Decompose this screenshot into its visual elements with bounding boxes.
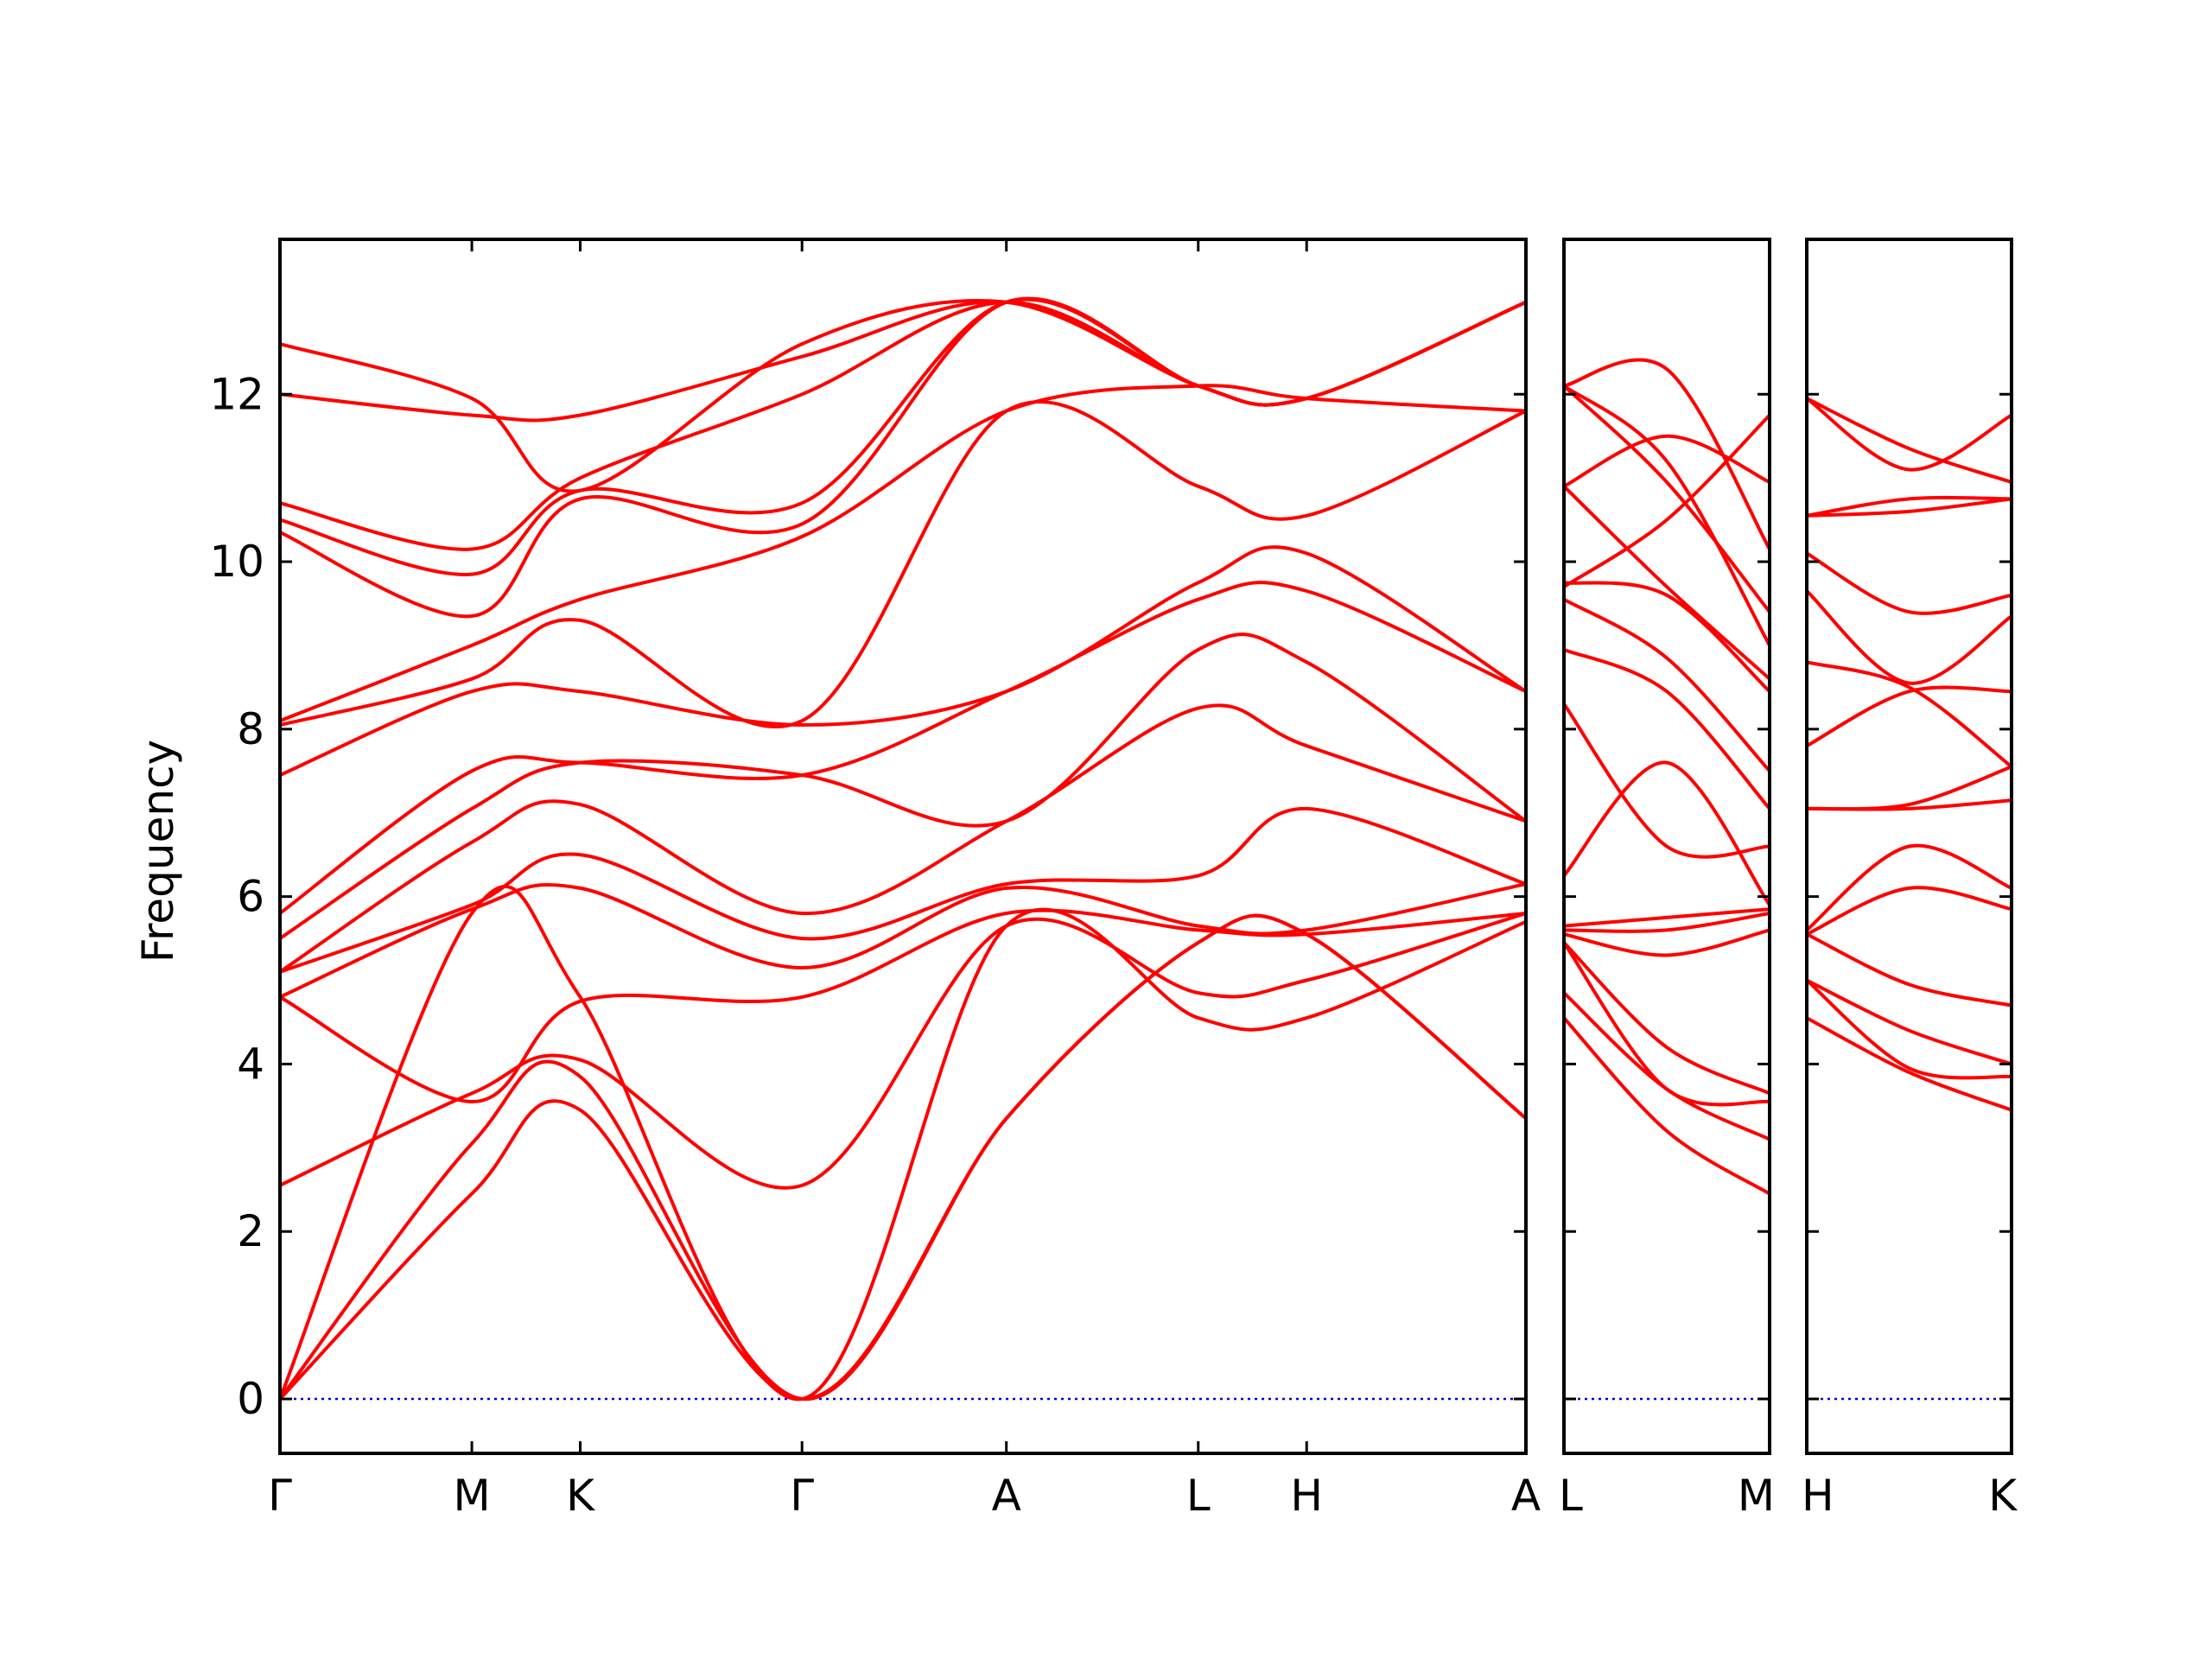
band-15 [1807, 397, 2012, 484]
band-4 [1807, 932, 2012, 1007]
band-7 [1564, 907, 1770, 928]
y-tick-label: 10 [209, 537, 264, 587]
y-tick-label: 8 [237, 704, 264, 754]
band-4 [1564, 940, 1770, 1096]
band-group [1564, 358, 1770, 1196]
x-tick-label: Γ [790, 1471, 814, 1521]
y-tick-label: 4 [237, 1039, 264, 1089]
band-17 [1564, 434, 1770, 488]
band-12 [1564, 581, 1770, 694]
band-12 [1807, 551, 2012, 615]
band-14 [1564, 384, 1770, 647]
x-tick-label: Γ [268, 1471, 292, 1521]
band-16 [1564, 358, 1770, 551]
y-tick-label: 6 [237, 872, 264, 922]
band-13 [280, 384, 1526, 723]
band-2 [1564, 991, 1770, 1141]
band-2 [1807, 978, 2012, 1080]
band-18 [1564, 413, 1770, 589]
band-6 [1564, 912, 1770, 933]
band-3 [1564, 940, 1770, 1107]
band-8 [1564, 760, 1770, 907]
x-tick-label: A [992, 1471, 1021, 1521]
band-2 [280, 913, 1526, 1402]
band-1 [1564, 1016, 1770, 1196]
band-13 [1564, 484, 1770, 681]
x-tick-label: K [566, 1471, 595, 1521]
x-tick-label: A [1511, 1471, 1541, 1521]
y-axis-label: Frequency [133, 740, 183, 963]
band-10 [280, 581, 1526, 915]
band-5 [280, 908, 1526, 1104]
band-11 [1564, 597, 1770, 773]
x-tick-label: M [453, 1471, 490, 1521]
band-9 [1564, 702, 1770, 859]
y-tick-label: 0 [237, 1374, 264, 1424]
band-13 [1807, 495, 2012, 518]
band-1 [280, 913, 1526, 1402]
x-tick-label: H [1802, 1471, 1834, 1521]
band-14 [1807, 497, 2012, 518]
band-4 [280, 912, 1526, 1190]
band-9 [1807, 685, 2012, 748]
band-11 [280, 545, 1526, 778]
x-tick-label: H [1290, 1471, 1323, 1521]
band-10 [1564, 647, 1770, 810]
band-7 [280, 806, 1526, 974]
band-11 [1807, 589, 2012, 685]
y-tick-label: 12 [209, 369, 264, 419]
band-18 [280, 298, 1526, 493]
x-tick-label: K [1988, 1471, 2018, 1521]
band-8 [1807, 765, 2012, 811]
x-tick-label: M [1738, 1471, 1775, 1521]
axes-frame [1562, 238, 1771, 1455]
band-16 [280, 300, 1526, 551]
y-tick-label: 2 [237, 1206, 264, 1256]
band-3 [280, 884, 1526, 1402]
band-group [1807, 397, 2012, 1112]
band-6 [1807, 843, 2012, 932]
axes-frame [1805, 238, 2013, 1455]
axes-frame [278, 238, 1528, 1455]
band-5 [1807, 886, 2012, 937]
x-tick-label: L [1186, 1471, 1211, 1521]
band-9 [280, 632, 1526, 941]
band-1 [1807, 1016, 2012, 1112]
band-6 [280, 882, 1526, 999]
band-3 [1807, 978, 2012, 1066]
band-5 [1564, 928, 1770, 957]
band-15 [1564, 384, 1770, 614]
band-8 [280, 703, 1526, 974]
x-tick-label: L [1559, 1471, 1583, 1521]
panel-1: 0 2 4 6 8 10 12 Γ M K Γ A L H A [209, 238, 1541, 1521]
band-group [280, 296, 1526, 1402]
band-10 [1807, 660, 2012, 769]
band-12 [280, 399, 1526, 729]
band-16 [1807, 397, 2012, 472]
